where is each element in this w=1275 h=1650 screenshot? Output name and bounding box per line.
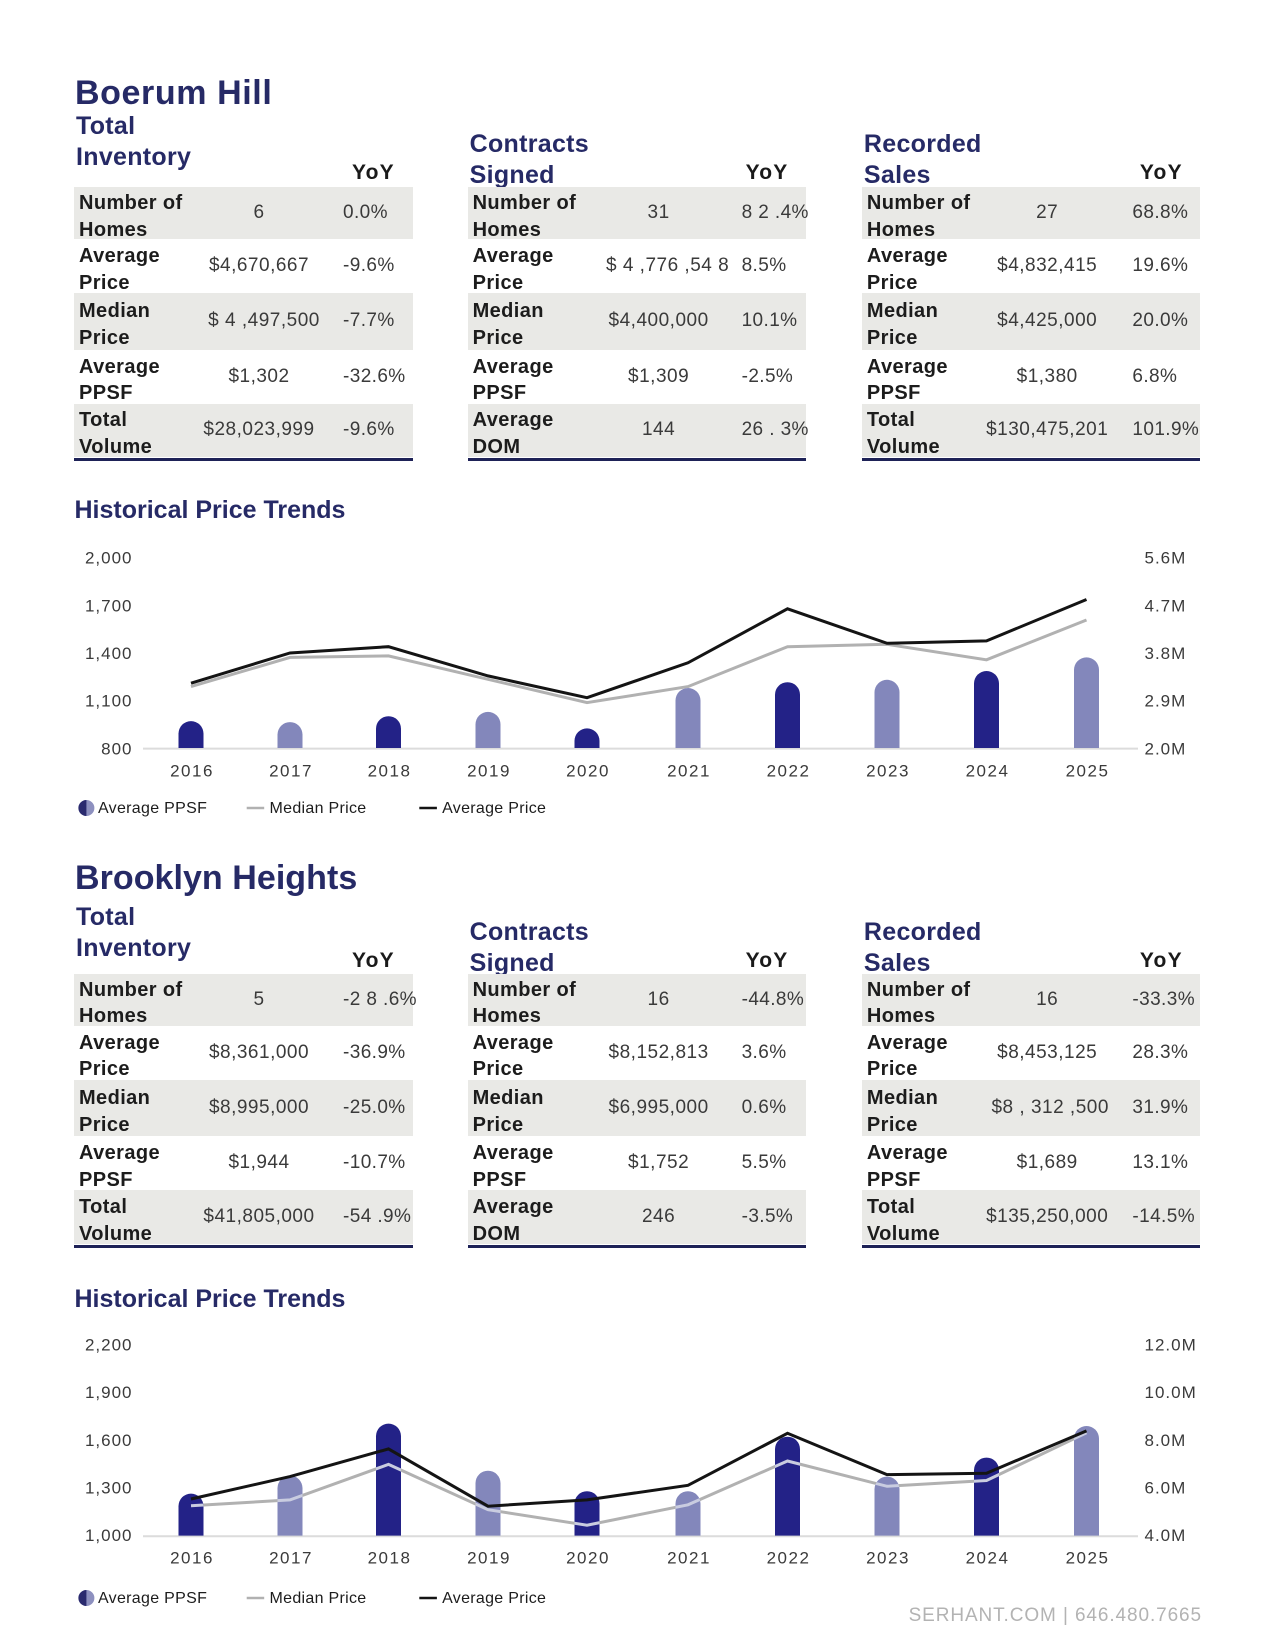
svg-text:800: 800 xyxy=(101,739,132,758)
svg-text:2023: 2023 xyxy=(866,762,910,781)
svg-text:10.0M: 10.0M xyxy=(1145,1383,1197,1402)
svg-text:2023: 2023 xyxy=(866,1549,910,1568)
svg-text:2020: 2020 xyxy=(566,1549,610,1568)
svg-text:8.0M: 8.0M xyxy=(1145,1431,1187,1450)
svg-text:3.8M: 3.8M xyxy=(1145,644,1187,663)
svg-text:2.9M: 2.9M xyxy=(1145,692,1187,711)
svg-text:2022: 2022 xyxy=(767,1549,811,1568)
svg-text:2024: 2024 xyxy=(966,1549,1010,1568)
svg-text:2,200: 2,200 xyxy=(85,1335,133,1354)
svg-text:2018: 2018 xyxy=(368,762,412,781)
svg-text:4.7M: 4.7M xyxy=(1145,596,1187,615)
svg-text:2017: 2017 xyxy=(269,1549,313,1568)
svg-text:2,000: 2,000 xyxy=(85,549,133,568)
svg-text:2016: 2016 xyxy=(170,1549,214,1568)
svg-text:2017: 2017 xyxy=(269,762,313,781)
svg-text:2019: 2019 xyxy=(467,762,511,781)
svg-text:5.6M: 5.6M xyxy=(1145,549,1187,568)
svg-text:2025: 2025 xyxy=(1066,1549,1110,1568)
svg-text:Average Price: Average Price xyxy=(442,799,546,816)
svg-text:1,400: 1,400 xyxy=(85,644,133,663)
svg-text:12.0M: 12.0M xyxy=(1145,1335,1197,1354)
svg-text:1,700: 1,700 xyxy=(85,596,133,615)
svg-text:2018: 2018 xyxy=(368,1549,412,1568)
svg-text:2020: 2020 xyxy=(566,762,610,781)
svg-text:2021: 2021 xyxy=(667,762,711,781)
svg-text:1,900: 1,900 xyxy=(85,1383,133,1402)
svg-text:2022: 2022 xyxy=(767,762,811,781)
svg-text:4.0M: 4.0M xyxy=(1145,1526,1187,1545)
svg-text:1,000: 1,000 xyxy=(85,1526,133,1545)
svg-text:2025: 2025 xyxy=(1066,762,1110,781)
svg-text:2.0M: 2.0M xyxy=(1145,739,1187,758)
svg-text:Median Price: Median Price xyxy=(270,1589,367,1606)
svg-text:Average Price: Average Price xyxy=(442,1589,546,1606)
svg-text:1,100: 1,100 xyxy=(85,692,133,711)
svg-text:2019: 2019 xyxy=(467,1549,511,1568)
svg-text:2016: 2016 xyxy=(170,762,214,781)
svg-text:Average PPSF: Average PPSF xyxy=(98,1589,207,1606)
svg-text:2021: 2021 xyxy=(667,1549,711,1568)
svg-text:1,600: 1,600 xyxy=(85,1431,133,1450)
svg-text:Median Price: Median Price xyxy=(270,799,367,816)
svg-text:Average PPSF: Average PPSF xyxy=(98,799,207,816)
svg-text:2024: 2024 xyxy=(966,762,1010,781)
svg-text:6.0M: 6.0M xyxy=(1145,1479,1187,1498)
svg-text:1,300: 1,300 xyxy=(85,1479,133,1498)
